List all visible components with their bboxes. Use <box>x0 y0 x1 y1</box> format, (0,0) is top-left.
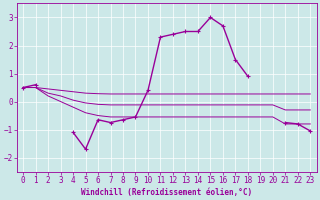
X-axis label: Windchill (Refroidissement éolien,°C): Windchill (Refroidissement éolien,°C) <box>81 188 252 197</box>
